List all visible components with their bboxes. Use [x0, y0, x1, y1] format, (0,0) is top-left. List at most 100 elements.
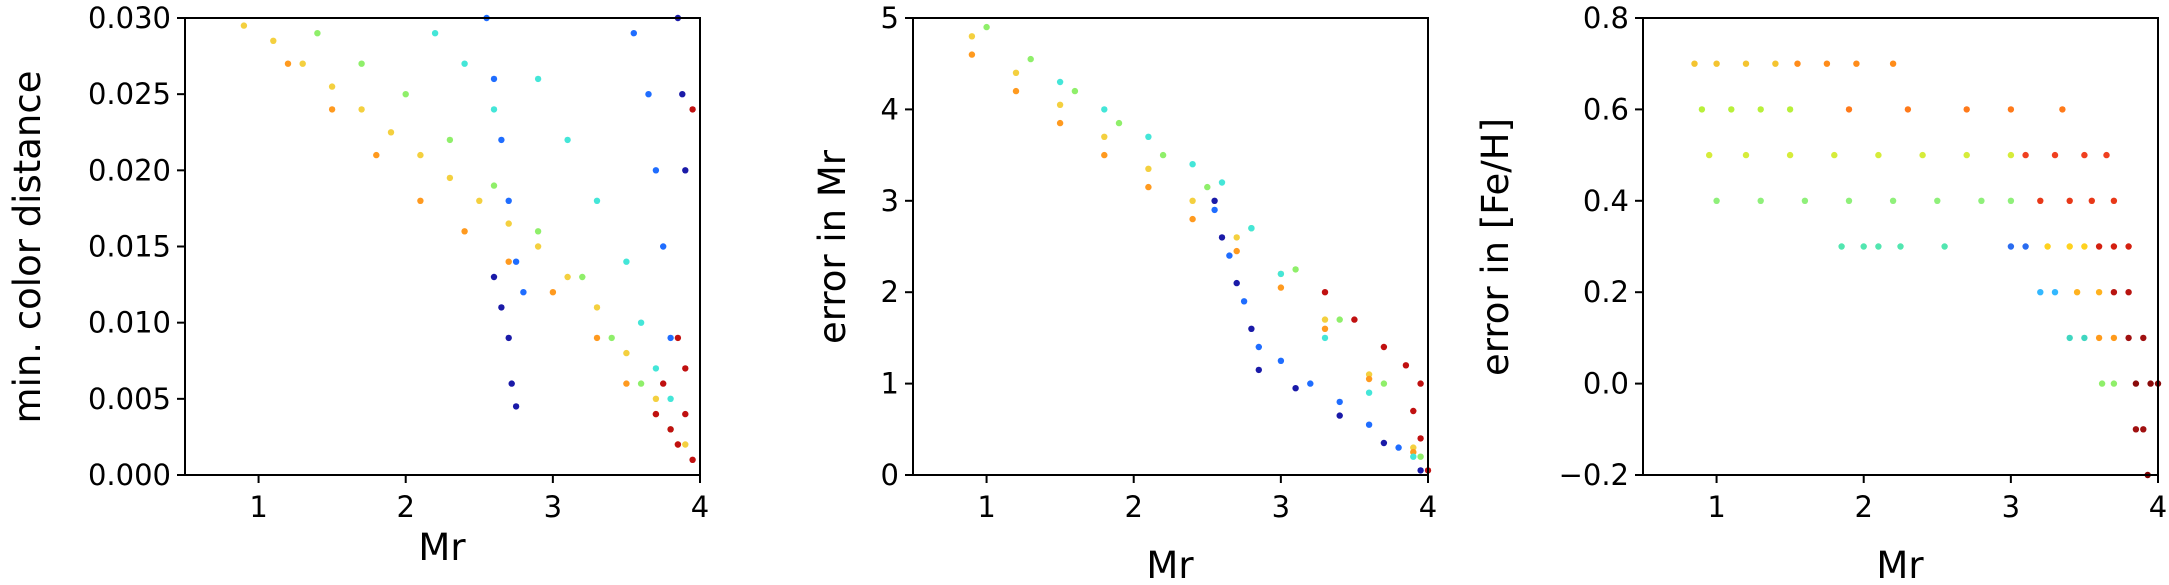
panel-1-point-s6-0 — [652, 410, 660, 418]
panel-1-point-s4-6 — [630, 30, 637, 37]
panel-1-point-s1-4 — [461, 228, 468, 235]
panel-2-point-s4-1 — [1226, 252, 1233, 259]
panel-1-point-s2-4 — [490, 182, 498, 189]
panel-2-point-s1-8 — [1321, 325, 1329, 332]
panel-1-point-s4-3 — [505, 197, 512, 204]
panel-2-point-s5-0 — [1211, 197, 1218, 204]
panel-2-point-s3-8 — [1365, 389, 1373, 396]
panel-3-point-s6-4 — [1889, 197, 1897, 204]
panel-2-point-s1-5 — [1189, 215, 1196, 223]
panel-2-x-tick-label: 4 — [1419, 490, 1437, 524]
panel-2-point-s4-0 — [1211, 206, 1218, 214]
panel-2-point-s5-2 — [1233, 279, 1240, 287]
panel-2-point-s0-10 — [1410, 444, 1417, 451]
panel-1-point-s0-3 — [328, 83, 336, 90]
panel-2-point-s1-0 — [968, 51, 976, 58]
panel-1-point-s6-2 — [674, 441, 682, 448]
panel-1-point-s0-12 — [593, 304, 601, 311]
panel-1-point-s5-1 — [498, 304, 505, 311]
panel-3-point-s6-3 — [1845, 197, 1853, 204]
panel-3-point-s3-2 — [1963, 106, 1970, 113]
panel-2-point-s2-3 — [1115, 119, 1123, 127]
panel-1-point-s5-7 — [682, 167, 689, 174]
panel-1-point-s5-6 — [679, 91, 686, 98]
panel-3-point-s12-1 — [2051, 289, 2059, 296]
panel-2-point-s3-1 — [1101, 106, 1108, 113]
panel-2-point-s4-7 — [1365, 421, 1373, 428]
panel-1-point-s3-9 — [667, 395, 674, 402]
panel-1-point-s1-2 — [373, 151, 380, 159]
panel-2-point-s1-3 — [1101, 151, 1108, 159]
panel-3-point-s3-3 — [2007, 106, 2015, 113]
panel-3-point-s9-1 — [2022, 243, 2029, 250]
panel-2-point-s5-6 — [1336, 412, 1343, 419]
panel-2-x-label: Mr — [1146, 544, 1194, 585]
panel-2-point-s3-5 — [1248, 225, 1255, 232]
panel-1-point-s0-10 — [534, 243, 542, 250]
panel-1-point-s6-4 — [689, 456, 696, 463]
panel-1-point-s6-7 — [674, 334, 682, 342]
panel-2-point-s3-0 — [1056, 78, 1064, 86]
panel-2-point-s3-6 — [1277, 270, 1285, 278]
panel-2-x-tick-label: 1 — [977, 490, 995, 524]
panel-2-point-s0-0 — [968, 33, 976, 40]
panel-3-point-s9-0 — [2007, 243, 2015, 250]
panel-2-point-s1-6 — [1233, 247, 1240, 255]
panel-3-ticks: 1 2 3 4 −0.2 0.0 0.2 0.4 0.6 0.8 — [1559, 1, 2168, 524]
panel-1-point-s0-1 — [270, 37, 277, 44]
panel-1-point-s4-10 — [667, 334, 674, 342]
panel-3-point-s13-1 — [2095, 289, 2103, 296]
panel-3-point-s7-3 — [2110, 197, 2118, 204]
panel-2-point-s4-6 — [1336, 398, 1343, 406]
panel-3-point-s4-4 — [1875, 151, 1882, 159]
panel-1-point-s2-0 — [314, 30, 321, 37]
panel-3-point-s2-1 — [1728, 106, 1735, 113]
panel-1-marks — [240, 14, 696, 463]
panel-3-point-s8-2 — [1875, 243, 1882, 250]
panel-3-point-s0-3 — [1772, 60, 1779, 67]
panel-1-point-s0-4 — [358, 106, 365, 113]
panel-1-point-s3-0 — [431, 30, 439, 37]
panel-1-y-tick-label: 0.030 — [88, 1, 171, 35]
panel-3-point-s6-6 — [1978, 197, 1985, 204]
panel-2-y-tick-label: 1 — [881, 367, 899, 401]
panel-1-point-s6-6 — [682, 365, 689, 372]
panel-1-point-s6-8 — [689, 106, 696, 113]
panel-2-point-s3-9 — [1410, 453, 1417, 460]
panel-3-point-s17-1 — [2140, 334, 2147, 342]
panel-3-point-s16-1 — [2110, 334, 2118, 342]
panel-1-y-tick-label: 0.020 — [88, 153, 171, 187]
panel-2-y-tick-label: 3 — [881, 184, 899, 218]
panel-3-point-s20-1 — [2140, 426, 2147, 433]
panel-1-point-s1-5 — [505, 258, 512, 265]
panel-1-point-s1-6 — [549, 289, 557, 296]
panel-3-point-s0-0 — [1691, 60, 1698, 67]
panel-3-y-tick-label: 0.2 — [1583, 275, 1629, 309]
panel-2-point-s2-9 — [1380, 380, 1388, 387]
panel-3-marks — [1691, 60, 2162, 479]
panel-1-point-s0-8 — [476, 197, 483, 204]
panel-1-point-s1-1 — [328, 106, 336, 113]
panel-2-point-s6-3 — [1402, 362, 1410, 369]
panel-3-point-s5-2 — [2081, 151, 2088, 159]
panel-2-marks — [968, 23, 1432, 474]
panel-3-point-s10-1 — [2066, 243, 2073, 250]
panel-2-point-s4-5 — [1307, 380, 1314, 387]
panel-2-point-s5-1 — [1218, 234, 1226, 241]
panel-3-point-s12-0 — [2037, 289, 2044, 296]
panel-2-point-s3-4 — [1218, 179, 1226, 186]
panel-2-point-s2-0 — [983, 23, 990, 31]
panel-1-point-s5-4 — [512, 403, 520, 410]
panel-2-y-label: error in Mr — [811, 149, 854, 344]
panel-1-y-tick-label: 0.005 — [88, 382, 171, 416]
panel-3-point-s10-0 — [2044, 243, 2051, 250]
panel-3-x-tick-label: 3 — [2002, 490, 2020, 524]
panel-3-point-s4-0 — [1706, 151, 1713, 159]
panel-2-y-tick-label: 4 — [881, 92, 899, 126]
panel-3-point-s8-0 — [1838, 243, 1845, 250]
panel-3-point-s11-1 — [2110, 243, 2118, 250]
panel-2-point-s2-10 — [1417, 453, 1424, 460]
panel-2-point-s0-4 — [1145, 165, 1152, 172]
panel-3-point-s6-0 — [1713, 197, 1720, 204]
panel-3-point-s2-3 — [1786, 106, 1794, 113]
